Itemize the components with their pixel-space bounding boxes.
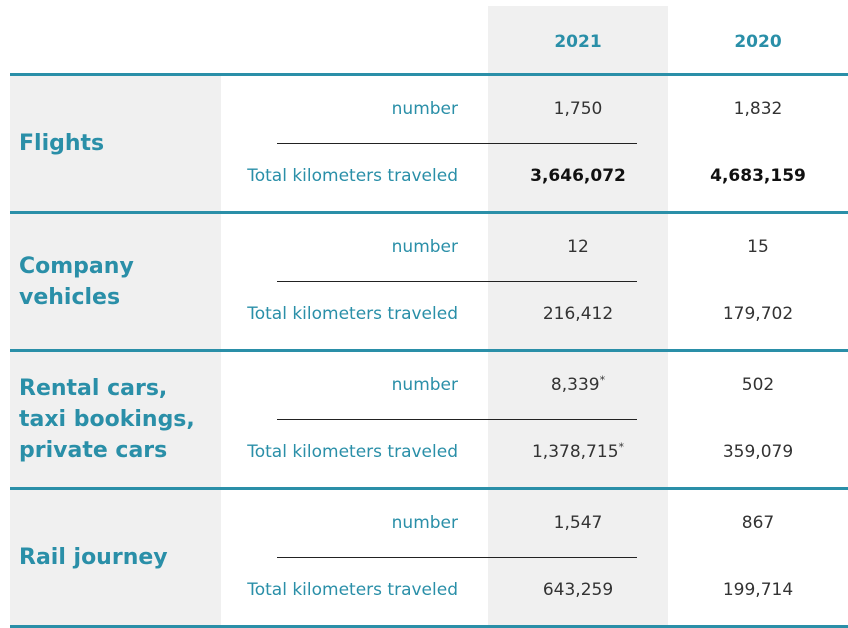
table-row: Total kilometers traveled 216,412 179,70… — [221, 281, 848, 348]
row-divider — [277, 281, 637, 282]
row-divider — [277, 419, 637, 420]
value-2020: 1,832 — [733, 99, 783, 119]
row-divider — [277, 143, 637, 144]
section-rental-cars: Rental cars, taxi bookings, private cars… — [10, 349, 848, 487]
value-2020: 15 — [747, 237, 769, 257]
header-2020: 2020 — [734, 32, 782, 52]
value-text: 12 — [567, 237, 589, 257]
value-2021: 12 — [488, 214, 668, 281]
header-2021: 2021 — [554, 32, 602, 52]
table-row: Total kilometers traveled 3,646,072 4,68… — [221, 143, 848, 210]
value-text: 8,339 — [550, 375, 600, 395]
table-row: Total kilometers traveled 1,378,715* 359… — [221, 419, 848, 486]
table-row: number 1,750 1,832 — [221, 76, 848, 143]
value-2021: 1,547 — [488, 490, 668, 557]
value-text: 1,378,715 — [531, 442, 619, 462]
table-row: Total kilometers traveled 643,259 199,71… — [221, 557, 848, 624]
value-2021: 1,378,715* — [488, 419, 668, 486]
row-divider — [277, 557, 637, 558]
value-text: 643,259 — [542, 580, 614, 600]
metric-label: Total kilometers traveled — [247, 442, 458, 462]
metric-label: number — [391, 237, 458, 257]
category-label: Rail journey — [19, 545, 168, 570]
value-2021: 3,646,072 — [488, 143, 668, 210]
metric-label: Total kilometers traveled — [247, 166, 458, 186]
value-2021: 216,412 — [488, 281, 668, 348]
value-text: 3,646,072 — [530, 166, 626, 186]
value-2020: 359,079 — [722, 442, 794, 462]
category-label: Company vehicles — [19, 253, 134, 310]
value-2020: 179,702 — [722, 304, 794, 324]
metric-label: number — [391, 513, 458, 533]
table-row: number 1,547 867 — [221, 490, 848, 557]
value-2020: 4,683,159 — [710, 166, 806, 186]
metric-label: number — [391, 99, 458, 119]
section-company-vehicles: Company vehicles number 12 15 Total kilo… — [10, 211, 848, 349]
metric-label: Total kilometers traveled — [247, 304, 458, 324]
metric-label: Total kilometers traveled — [247, 580, 458, 600]
category-label: Rental cars, taxi bookings, private cars — [19, 376, 195, 463]
section-rail-journey: Rail journey number 1,547 867 Total kilo… — [10, 487, 848, 628]
value-text: 216,412 — [542, 304, 614, 324]
metric-label: number — [391, 375, 458, 395]
category-cell: Flights — [10, 76, 221, 211]
category-label: Flights — [19, 131, 105, 156]
value-text: 1,750 — [553, 99, 603, 119]
section-flights: Flights number 1,750 1,832 Total kilomet… — [10, 73, 848, 211]
table-row: number 12 15 — [221, 214, 848, 281]
table-row: number 8,339* 502 — [221, 352, 848, 419]
category-cell: Rental cars, taxi bookings, private cars — [10, 352, 221, 487]
value-2021: 1,750 — [488, 76, 668, 143]
value-text: 1,547 — [553, 513, 603, 533]
category-cell: Company vehicles — [10, 214, 221, 349]
value-2021: 8,339* — [488, 352, 668, 419]
footnote-marker: * — [599, 373, 606, 387]
value-2020: 502 — [741, 375, 775, 395]
value-2020: 867 — [741, 513, 775, 533]
column-2021-background — [488, 6, 668, 626]
value-2021: 643,259 — [488, 557, 668, 624]
value-2020: 199,714 — [722, 580, 794, 600]
category-cell: Rail journey — [10, 490, 221, 625]
footnote-marker: * — [618, 440, 625, 454]
